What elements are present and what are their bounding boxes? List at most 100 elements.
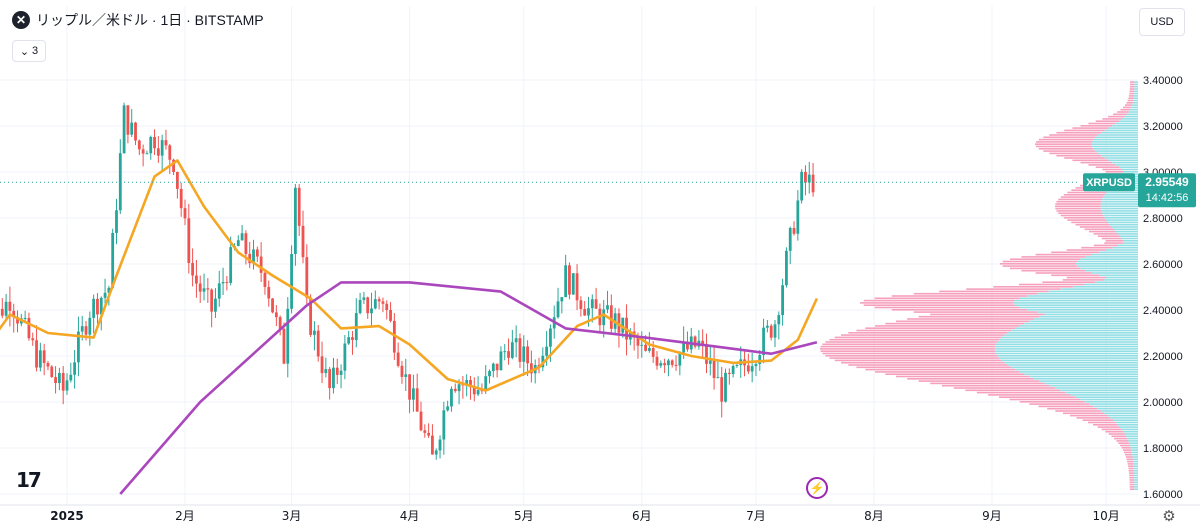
candle-body [385,303,389,311]
y-tick-label: 1.80000 [1143,443,1183,455]
candle-body [214,298,217,312]
vp-sell-bar [1038,138,1094,141]
candle-body [750,366,754,372]
candle-body [50,366,54,378]
candle-body [472,387,476,395]
x-circle-icon[interactable]: ✕ [12,11,30,29]
vp-buy-bar [1001,336,1138,339]
vp-buy-bar [1100,205,1138,208]
vp-buy-bar [1007,332,1138,334]
vp-buy-bar [1131,449,1138,451]
vp-buy-bar [1107,221,1138,224]
candle-body [252,249,255,264]
vp-buy-bar [1112,246,1138,249]
x-tick-label: 3月 [282,509,302,523]
vp-buy-bar [1118,166,1138,168]
chart-title[interactable]: リップル／米ドル · 1日 · BITSTAMP [36,12,264,28]
vp-buy-bar [1024,373,1138,375]
currency-button[interactable]: USD [1139,8,1185,36]
ma-short-line [0,159,819,392]
vp-sell-bar [860,302,1013,304]
lightning-icon[interactable]: ⚡ [806,477,828,499]
vp-buy-bar [1132,458,1138,461]
candle-body [335,367,339,375]
candle-body [529,363,533,374]
vp-buy-bar [1132,456,1138,458]
vp-buy-bar [1037,311,1138,313]
vp-buy-bar [1103,214,1138,217]
vp-sell-bar [856,329,1012,332]
vp-sell-bar [1097,426,1120,428]
candle-body [27,317,31,339]
candle-body [168,145,172,160]
vp-sell-bar [1060,196,1104,198]
candle-body [434,450,438,455]
vp-sell-bar [822,352,996,355]
vp-sell-bar [1120,108,1131,111]
vp-sell-bar [1000,263,1076,265]
tradingview-logo[interactable]: 17 [16,468,42,492]
candle-body [0,308,4,316]
vp-sell-bar [841,334,1005,336]
vp-buy-bar [1133,99,1138,102]
vp-sell-bar [1080,125,1113,127]
candle-body [23,317,27,319]
vp-sell-bar [998,396,1076,398]
vp-buy-bar [1085,269,1138,272]
vp-sell-bar [1049,152,1099,155]
candle-body [792,227,796,234]
vp-sell-bar [1105,171,1124,173]
candle-body [499,351,503,371]
vp-buy-bar [1128,440,1138,442]
vp-sell-bar [1093,424,1118,426]
candle-body [491,363,495,372]
vp-buy-bar [1100,410,1138,412]
vp-sell-bar [1117,111,1129,113]
vp-sell-bar [863,299,1015,302]
vp-sell-bar [953,387,1056,389]
vp-buy-bar [1100,203,1138,205]
vp-buy-bar [1103,196,1138,198]
candle-body [175,172,179,189]
vp-buy-bar [1102,212,1138,214]
vp-sell-bar [875,325,1020,327]
vp-sell-bar [1062,279,1105,281]
candle-body [103,292,107,298]
vp-buy-bar [1070,394,1138,396]
candle-body [526,346,529,364]
vp-sell-bar [1035,253,1092,256]
vp-buy-bar [1126,435,1138,438]
candle-body [446,406,450,411]
candle-body [290,254,293,309]
candle-body [195,275,198,284]
vp-buy-bar [1134,486,1138,488]
vp-buy-bar [1123,240,1138,242]
candle-body [221,281,225,284]
vp-buy-bar [1093,405,1138,408]
vp-sell-bar [1056,154,1102,157]
vp-sell-bar [1009,398,1081,401]
vp-buy-bar [1092,145,1138,148]
candle-body [655,356,659,366]
vp-buy-bar [1119,426,1138,428]
y-tick-label: 3.20000 [1143,121,1183,133]
candle-body [762,327,765,355]
chevron-down-icon: ⌄ [19,45,30,58]
candle-body [788,227,792,251]
vp-buy-bar [1106,191,1138,194]
vp-buy-bar [1113,419,1138,421]
vp-buy-bar [1134,81,1138,83]
candle-body [415,388,419,412]
indicator-collapse-button[interactable]: ⌄ 3 [12,40,46,62]
candle-body [61,373,65,391]
candle-body [575,273,579,301]
vp-sell-bar [1055,207,1101,210]
candle-body [73,362,77,375]
vp-sell-bar [1055,410,1101,412]
vp-sell-bar [1127,463,1134,465]
vp-buy-bar [1115,421,1138,424]
vp-buy-bar [1104,217,1138,219]
vp-buy-bar [997,355,1138,357]
gear-icon[interactable]: ⚙ [1162,508,1176,525]
